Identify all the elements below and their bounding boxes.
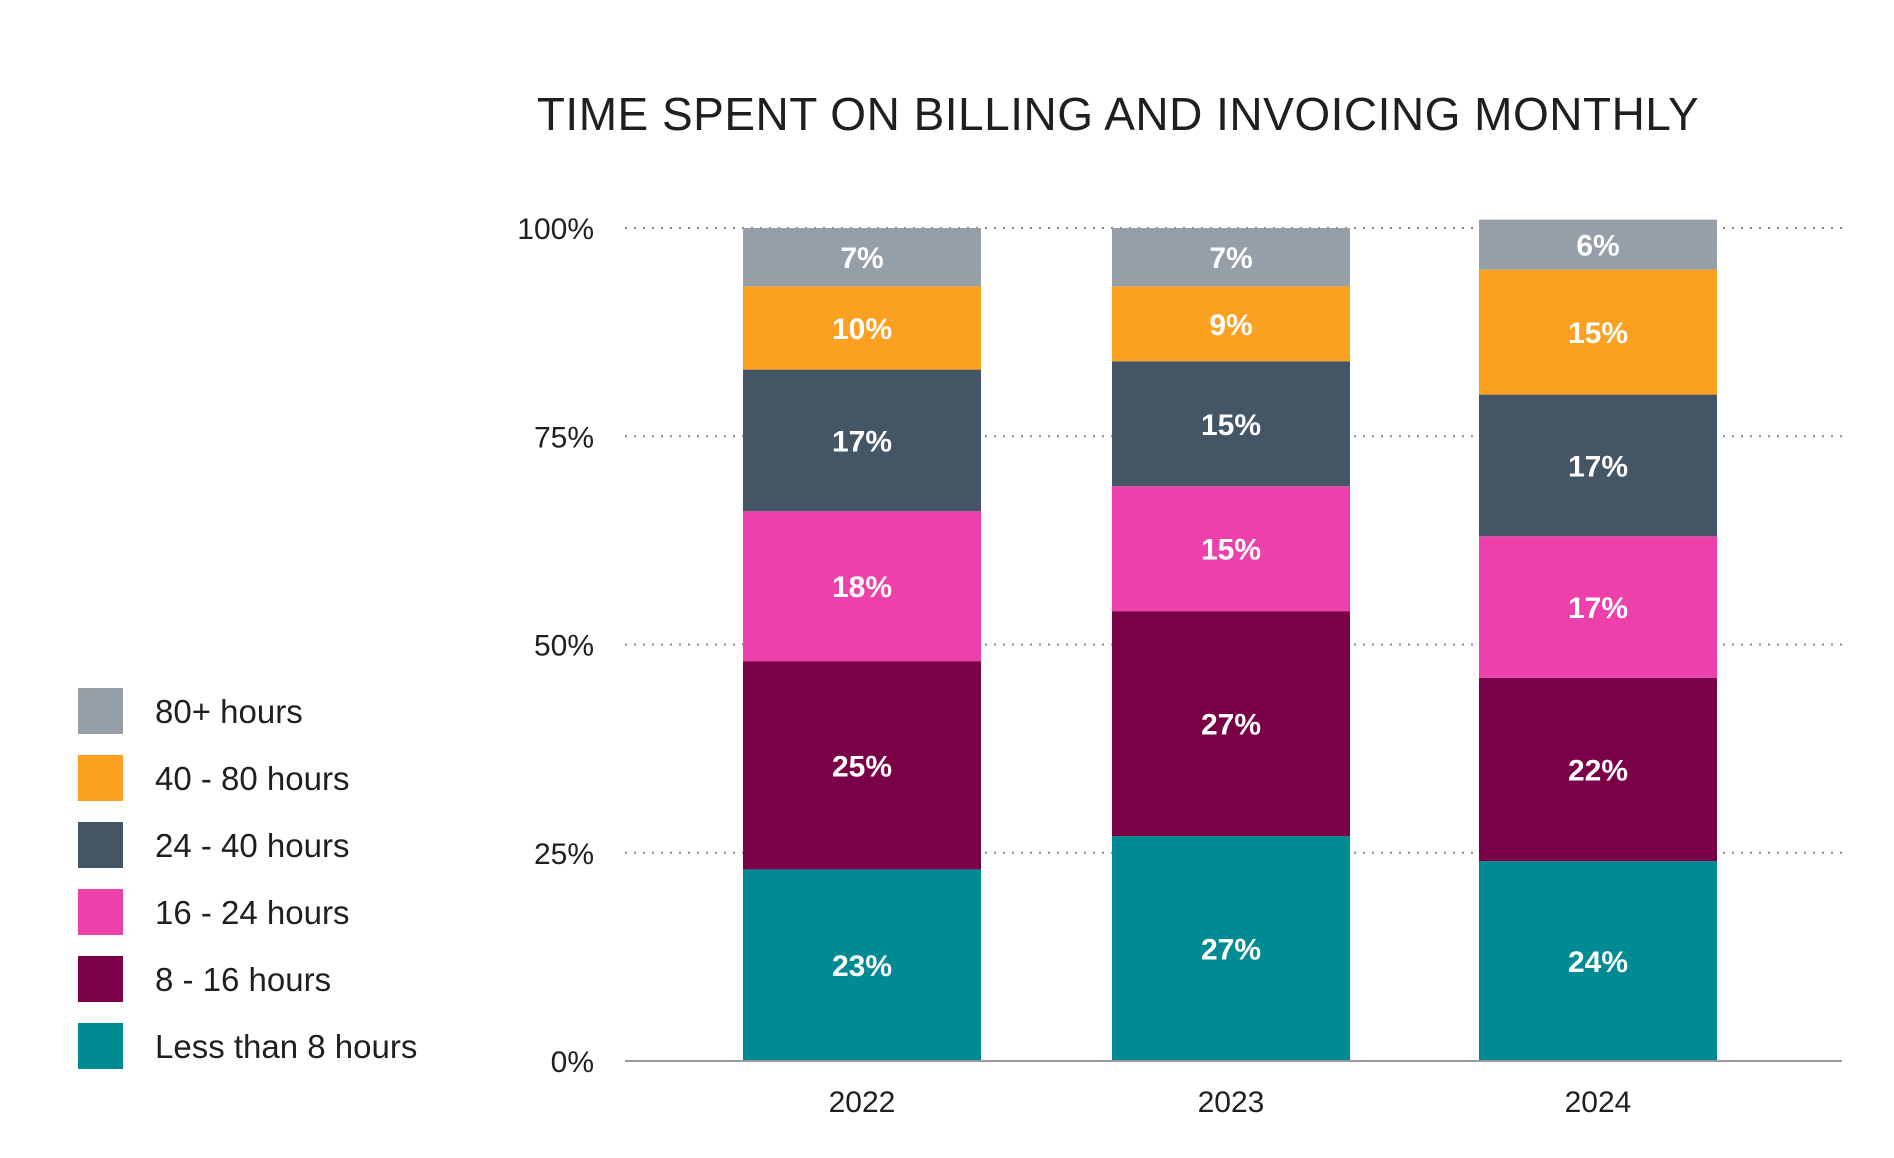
bar-segment bbox=[1112, 486, 1350, 612]
legend-item: 40 - 80 hours bbox=[78, 755, 349, 801]
legend-label: 24 - 40 hours bbox=[155, 827, 349, 864]
data-label: 17% bbox=[832, 425, 892, 458]
data-label: 7% bbox=[1209, 242, 1252, 275]
legend-swatch bbox=[78, 889, 123, 935]
legend-item: 80+ hours bbox=[78, 688, 303, 734]
data-label: 17% bbox=[1568, 450, 1628, 483]
legend: 80+ hours 40 - 80 hours 24 - 40 hours 16 - … bbox=[78, 688, 417, 1069]
chart-title: TIME SPENT ON BILLING AND INVOICING MONT… bbox=[537, 88, 1699, 140]
data-label: 27% bbox=[1201, 709, 1261, 742]
legend-label: 16 - 24 hours bbox=[155, 894, 349, 931]
data-label: 15% bbox=[1568, 317, 1628, 350]
legend-swatch bbox=[78, 956, 123, 1002]
data-label: 15% bbox=[1201, 409, 1261, 442]
bar-segment bbox=[1112, 286, 1350, 362]
data-label: 7% bbox=[840, 242, 883, 275]
y-tick-label: 75% bbox=[534, 421, 594, 454]
x-tick-label: 2024 bbox=[1565, 1086, 1632, 1119]
data-label: 27% bbox=[1201, 934, 1261, 967]
y-tick-label: 25% bbox=[534, 838, 594, 871]
data-label: 17% bbox=[1568, 592, 1628, 625]
data-label: 9% bbox=[1209, 309, 1252, 342]
data-label: 10% bbox=[832, 313, 892, 346]
legend-swatch bbox=[78, 755, 123, 801]
y-tick-label: 50% bbox=[534, 630, 594, 663]
data-label: 23% bbox=[832, 950, 892, 983]
data-label: 24% bbox=[1568, 946, 1628, 979]
bar-segment bbox=[1479, 861, 1717, 1061]
legend-label: 80+ hours bbox=[155, 693, 303, 730]
bar-segment bbox=[1479, 677, 1717, 862]
bar-segment bbox=[1479, 269, 1717, 395]
bar-segment bbox=[1112, 611, 1350, 837]
legend-label: 8 - 16 hours bbox=[155, 961, 331, 998]
x-tick-label: 2023 bbox=[1198, 1086, 1265, 1119]
bar-segment bbox=[743, 869, 981, 1061]
bar-segment bbox=[1479, 536, 1717, 678]
data-label: 18% bbox=[832, 571, 892, 604]
legend-item: 8 - 16 hours bbox=[78, 956, 331, 1002]
bar-segment bbox=[743, 511, 981, 662]
bar-segment bbox=[1112, 836, 1350, 1061]
bar-segment bbox=[743, 661, 981, 870]
legend-item: 16 - 24 hours bbox=[78, 889, 349, 935]
bar-segment bbox=[743, 369, 981, 512]
bar-segment bbox=[1479, 219, 1717, 270]
legend-swatch bbox=[78, 1023, 123, 1069]
data-label: 22% bbox=[1568, 754, 1628, 787]
x-axis-ticks: 2022 2023 2024 bbox=[829, 1086, 1632, 1119]
bar-segment bbox=[1112, 361, 1350, 487]
y-tick-label: 0% bbox=[551, 1046, 594, 1079]
legend-swatch bbox=[78, 688, 123, 734]
legend-swatch bbox=[78, 822, 123, 868]
data-label: 15% bbox=[1201, 534, 1261, 567]
y-tick-label: 100% bbox=[517, 213, 594, 246]
legend-item: Less than 8 hours bbox=[78, 1023, 417, 1069]
bar-segment bbox=[743, 228, 981, 287]
legend-item: 24 - 40 hours bbox=[78, 822, 349, 868]
y-axis-ticks: 0% 25% 50% 75% 100% bbox=[517, 213, 594, 1079]
x-tick-label: 2022 bbox=[829, 1086, 896, 1119]
legend-label: Less than 8 hours bbox=[155, 1028, 417, 1065]
data-label: 25% bbox=[832, 750, 892, 783]
bar-segment bbox=[1479, 394, 1717, 537]
bars: 23% 25% 18% 17% 10% 7% 27% 27% 15% 15% 9% 7% 24% 22% 1… bbox=[743, 219, 1717, 1061]
legend-label: 40 - 80 hours bbox=[155, 760, 349, 797]
data-label: 6% bbox=[1576, 230, 1619, 263]
bar-segment bbox=[1112, 228, 1350, 287]
bar-segment bbox=[743, 286, 981, 370]
